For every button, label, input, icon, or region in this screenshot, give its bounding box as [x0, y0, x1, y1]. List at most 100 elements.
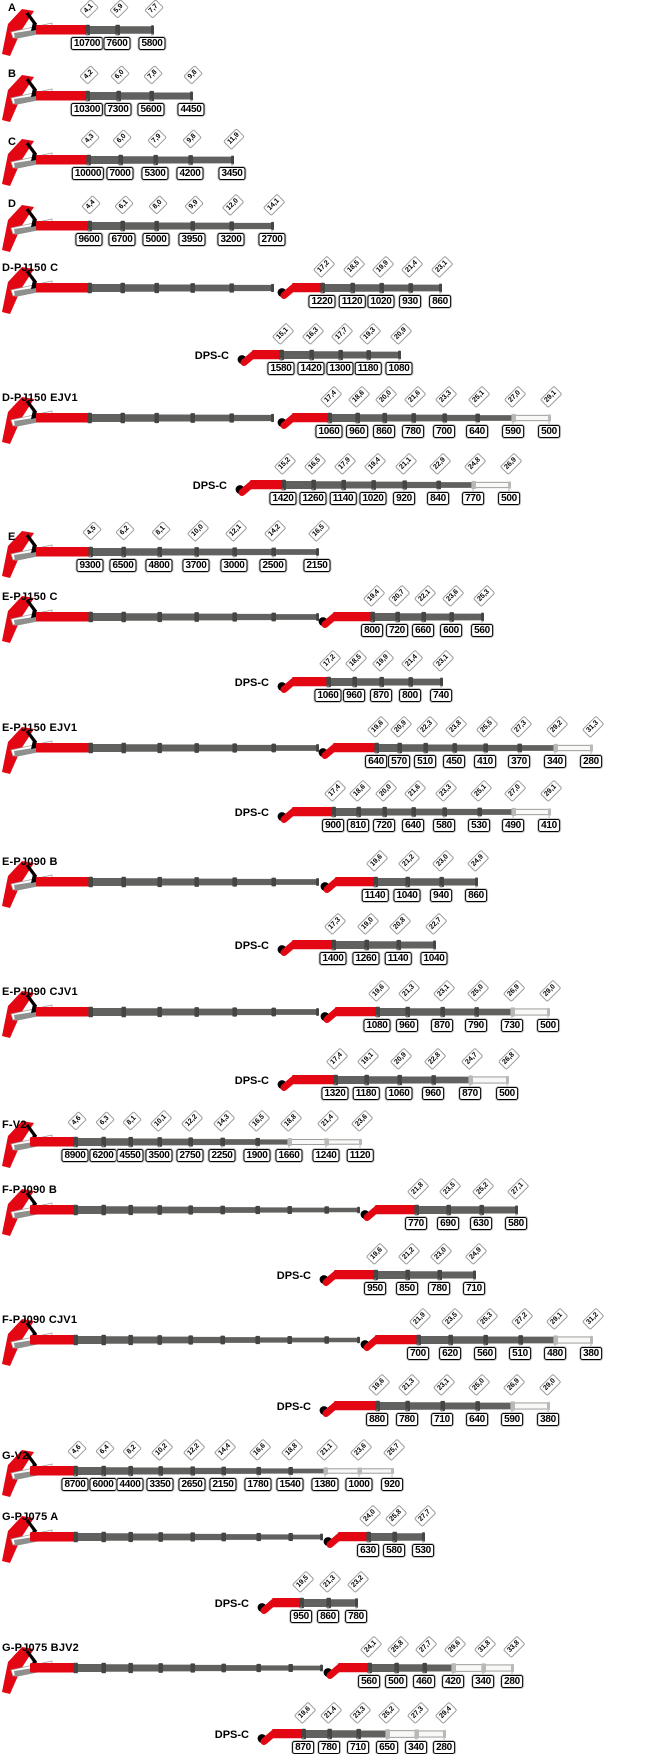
jib-boom-red	[338, 1663, 369, 1673]
row-F-PJ090-CJV1	[2, 1319, 593, 1366]
boom-joint	[356, 1728, 361, 1740]
boom-segment	[418, 1336, 450, 1344]
boom-tip	[320, 1533, 323, 1541]
boom-segment	[354, 678, 381, 686]
boom-segment	[222, 1337, 257, 1343]
boom-segment	[87, 92, 118, 100]
boom-segment	[159, 1138, 190, 1146]
boom-joint	[355, 412, 360, 424]
boom-segment	[89, 222, 122, 230]
boom-segment	[103, 1533, 130, 1541]
row-G-V2	[2, 1450, 394, 1497]
load-value: 280	[580, 755, 602, 768]
boom-segment-manual	[472, 481, 510, 489]
load-value: 480	[544, 1347, 566, 1360]
boom-joint	[271, 612, 276, 622]
boom-segment	[438, 482, 473, 488]
boom-joint	[255, 1137, 260, 1147]
boom-segment-manual	[554, 744, 592, 752]
boom-joint	[468, 1075, 473, 1085]
boom-joint	[366, 1531, 371, 1543]
boom-segment	[407, 878, 441, 886]
load-value: 780	[318, 1741, 340, 1754]
boom-joint	[149, 90, 154, 102]
load-value: 10000	[71, 167, 105, 180]
boom-segment	[160, 1533, 192, 1541]
boom-segment	[373, 481, 404, 489]
boom-segment	[258, 1665, 290, 1671]
boom-segment-manual	[511, 1402, 549, 1410]
boom-joint	[331, 806, 336, 818]
boom-tip	[475, 877, 478, 887]
boom-segment	[410, 284, 440, 292]
boom-segment	[159, 1008, 196, 1016]
boom-joint	[367, 1662, 372, 1674]
jib-boom-red	[335, 1007, 377, 1017]
boom-joint	[375, 1400, 380, 1412]
boom-joint	[220, 1205, 225, 1215]
boom-joint	[121, 611, 126, 623]
folded-boom-gray-icon	[14, 1011, 40, 1021]
load-value: 640	[466, 1413, 488, 1426]
boom-segment-manual	[512, 808, 550, 816]
config-label: F-PJ090 B	[2, 1184, 57, 1196]
load-value: 6000	[89, 1478, 117, 1491]
boom-segment	[333, 808, 358, 816]
boom-segment	[130, 1138, 159, 1146]
boom-tip	[271, 413, 274, 423]
boom-segment	[75, 1206, 103, 1214]
load-value: 1380	[311, 1478, 339, 1491]
boom-joint	[281, 479, 286, 491]
boom-joint	[158, 1663, 163, 1673]
boom-segment	[130, 1206, 159, 1214]
boom-joint	[73, 1204, 78, 1216]
boom-segment	[123, 1008, 159, 1016]
boom-joint	[157, 546, 162, 558]
boom-joint	[511, 807, 516, 817]
boom-segment-manual	[512, 414, 550, 422]
boom-joint	[271, 547, 276, 557]
load-value: 460	[413, 1675, 435, 1688]
boom-joint	[128, 1334, 133, 1346]
boom-segment	[399, 1076, 433, 1084]
boom-joint	[188, 1335, 193, 1345]
load-value: 280	[501, 1675, 523, 1688]
load-value: 1060	[385, 1087, 413, 1100]
boom-joint	[288, 1664, 293, 1672]
boom-joint	[436, 480, 441, 490]
boom-segment	[322, 284, 352, 292]
load-value: 710	[463, 1282, 485, 1295]
load-value: 1240	[312, 1149, 340, 1162]
boom-joint	[232, 1007, 237, 1017]
boom-joint	[440, 1400, 445, 1412]
boom-joint	[87, 220, 92, 232]
load-value: 410	[538, 819, 560, 832]
boom-segment	[444, 808, 479, 816]
load-value: 1040	[420, 952, 448, 965]
boom-segment	[377, 1402, 407, 1410]
load-value: 3500	[145, 1149, 173, 1162]
boom-joint	[154, 412, 159, 424]
boom-joint	[190, 283, 195, 293]
row-D-PJ150-C	[2, 267, 442, 314]
boom-joint	[414, 1204, 419, 1216]
boom-tip	[433, 940, 436, 950]
inner-boom-red	[36, 155, 88, 165]
jib-boom-red	[292, 940, 333, 950]
dps-label: DPS-C	[214, 1598, 249, 1610]
load-value: 3950	[178, 233, 206, 246]
inner-boom-red	[36, 743, 90, 753]
boom-joint	[87, 282, 92, 294]
folded-boom-gray-icon	[14, 747, 40, 757]
jib-boom-red	[333, 743, 376, 753]
arrow-icon	[25, 994, 38, 1008]
jib-boom-red	[250, 480, 283, 490]
boom-joint	[324, 1206, 329, 1214]
folded-boom-gray-icon	[14, 29, 40, 39]
boom-segment	[326, 1337, 358, 1343]
load-value: 590	[502, 425, 524, 438]
boom-segment	[89, 284, 122, 292]
boom-joint	[510, 1007, 515, 1017]
boom-joint	[373, 1269, 378, 1281]
boom-segment	[196, 878, 234, 886]
